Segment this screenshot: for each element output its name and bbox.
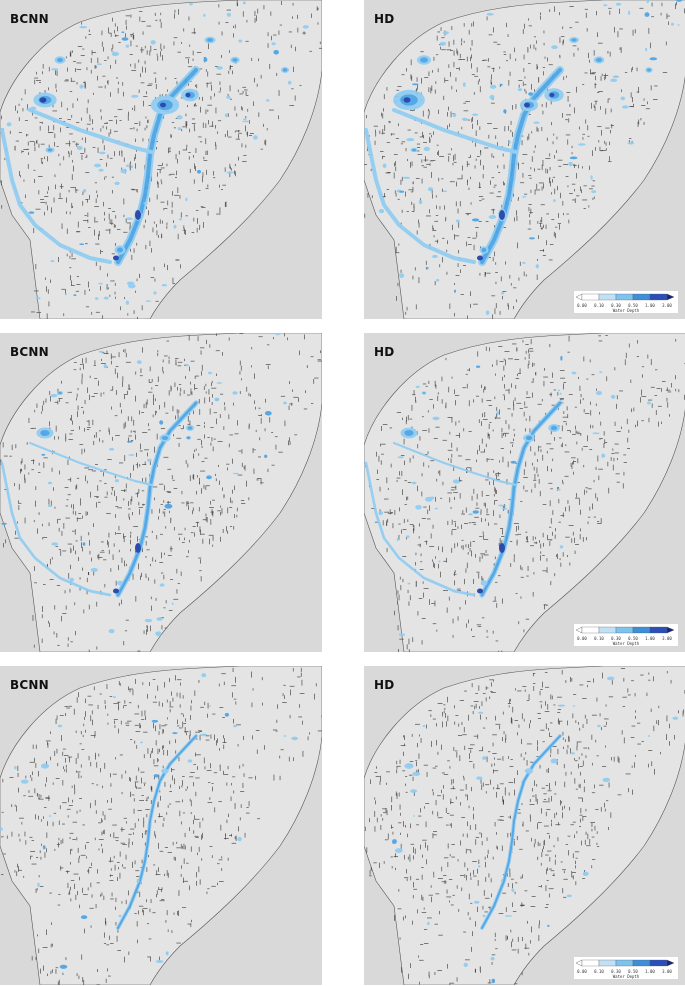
legend-tick-label: 0.00 <box>577 969 587 974</box>
legend-title: Water Depth <box>612 641 640 646</box>
panel-label: HD <box>374 12 395 26</box>
legend-tick-label: 0.50 <box>628 969 638 974</box>
flood-map-4 <box>364 333 685 652</box>
flood-layer <box>364 0 683 316</box>
legend-tick-label: 1.00 <box>645 969 655 974</box>
legend-title: Water Depth <box>612 308 640 313</box>
panel-label: HD <box>374 678 395 692</box>
flood-layer <box>0 1 309 305</box>
legend-tick-label: 0.10 <box>594 636 604 641</box>
land-area <box>364 666 685 985</box>
flood-layer <box>0 673 298 969</box>
legend-title: Water Depth <box>612 974 640 979</box>
legend-tick-label: 0.10 <box>594 303 604 308</box>
panel-label: HD <box>374 345 395 359</box>
legend-colorbar <box>575 959 675 967</box>
map-panel-hd-3: HD 0.00 0.10 0.30 0.50 1.00 3.00 Water Depth <box>364 666 685 985</box>
map-panel-bcnn-2: BCNN <box>0 333 322 652</box>
flood-map-6 <box>364 666 685 985</box>
flood-layer <box>0 333 287 637</box>
legend-tick-label: 0.30 <box>611 636 621 641</box>
map-panel-hd-2: HD 0.00 0.10 0.30 0.50 1.00 3.00 Water Depth <box>364 333 685 652</box>
legend-tick-label: 0.50 <box>628 303 638 308</box>
legend-tick-label: 0.30 <box>611 969 621 974</box>
legend-tick-label: 0.30 <box>611 303 621 308</box>
flood-layer <box>392 676 679 984</box>
legend-tick-label: 1.00 <box>645 636 655 641</box>
legend-tick-label: 1.00 <box>645 303 655 308</box>
map-panel-hd-1: HD 0.00 0.10 0.30 0.50 1.00 3.00 Water Depth <box>364 0 685 319</box>
legend-tick-label: 0.10 <box>594 969 604 974</box>
land-area <box>0 0 322 319</box>
water-depth-legend: 0.00 0.10 0.30 0.50 1.00 3.00 Water Depth <box>574 291 678 313</box>
legend-tick-label: 3.00 <box>662 303 672 308</box>
panel-label: BCNN <box>10 678 49 692</box>
land-area <box>0 333 322 652</box>
land-area <box>364 0 685 319</box>
legend-colorbar <box>575 626 675 634</box>
flood-map-2 <box>364 0 685 319</box>
water-depth-legend: 0.00 0.10 0.30 0.50 1.00 3.00 Water Depth <box>574 957 678 979</box>
flood-map-5 <box>0 666 322 985</box>
legend-tick-label: 0.50 <box>628 636 638 641</box>
legend-tick-label: 3.00 <box>662 969 672 974</box>
legend-colorbar <box>575 293 675 301</box>
water-depth-legend: 0.00 0.10 0.30 0.50 1.00 3.00 Water Depth <box>574 624 678 646</box>
building-layer <box>365 335 685 652</box>
panel-label: BCNN <box>10 345 49 359</box>
land-area <box>0 666 322 985</box>
panel-label: BCNN <box>10 12 49 26</box>
legend-tick-label: 3.00 <box>662 636 672 641</box>
legend-tick-label: 0.00 <box>577 636 587 641</box>
map-panel-bcnn-3: BCNN <box>0 666 322 985</box>
building-layer <box>1 667 322 985</box>
flood-map-1 <box>0 0 322 319</box>
land-area <box>364 333 685 652</box>
flood-layer <box>364 355 651 636</box>
flood-map-3 <box>0 333 322 652</box>
legend-tick-label: 0.00 <box>577 303 587 308</box>
building-layer <box>0 333 322 652</box>
building-layer <box>364 668 685 985</box>
map-panel-bcnn-1: BCNN <box>0 0 322 319</box>
building-layer <box>0 0 322 319</box>
